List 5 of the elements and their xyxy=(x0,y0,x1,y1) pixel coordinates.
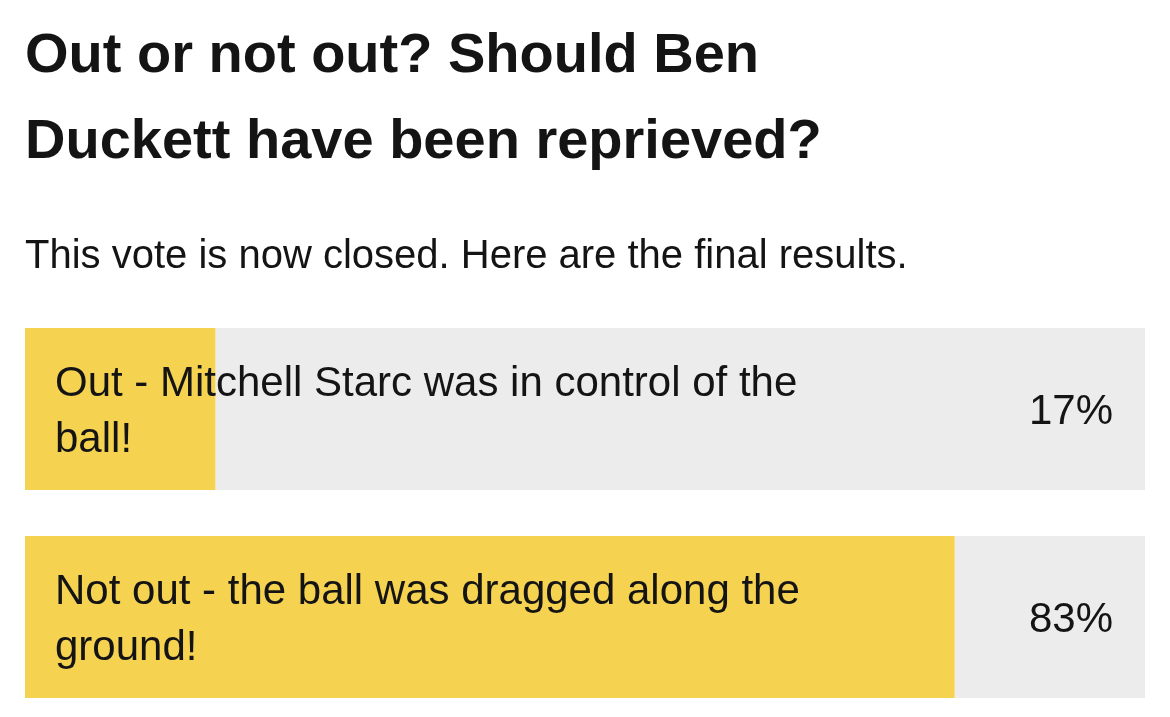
data-label: 83% xyxy=(1028,593,1113,641)
y-tick-label: Not out - the ball was dragged along the ground! xyxy=(55,565,800,669)
chart-title: Out or not out? Should Ben Duckett have been reprieved? xyxy=(25,21,822,170)
chart-subtitle: This vote is now closed. Here are the final results. xyxy=(25,232,908,276)
data-label: 17% xyxy=(1028,385,1113,433)
